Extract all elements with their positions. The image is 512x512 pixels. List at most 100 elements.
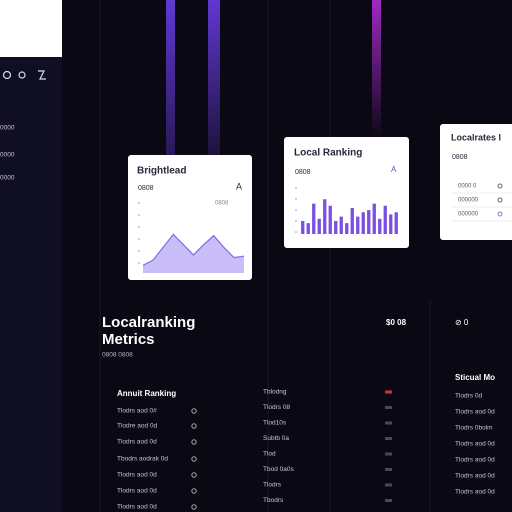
list-row[interactable]: Tlodrs aod 0d: [117, 439, 157, 446]
bar: [350, 207, 354, 234]
axis-dot: [295, 231, 297, 233]
card-badge: A: [391, 165, 397, 174]
list-row[interactable]: Tlodrs aod 0d: [455, 473, 495, 480]
row-icon: [191, 408, 197, 414]
row-icon: [497, 211, 503, 217]
row-icon: [191, 423, 197, 429]
glow-stripe: [166, 0, 175, 240]
bar: [389, 214, 393, 234]
axis-dot: [138, 202, 140, 204]
bar: [394, 212, 398, 234]
axis-dot: [138, 214, 140, 216]
metrics-amount: $0 08: [386, 318, 407, 327]
bar: [383, 205, 387, 234]
row-icon: [191, 472, 197, 478]
bar: [312, 203, 316, 234]
metrics-subtitle: 0808 0808: [102, 352, 133, 359]
sidebar-logo: [0, 0, 62, 57]
card-title: Local Ranking: [294, 148, 362, 159]
axis-dot: [295, 220, 297, 222]
axis-dot: [138, 250, 140, 252]
card-row: 0000 0: [458, 184, 477, 190]
list-row[interactable]: Tlod10s: [263, 420, 287, 427]
metrics-title: Metrics: [102, 331, 155, 348]
list-row[interactable]: Tbod 0a0s: [263, 466, 294, 473]
list-row[interactable]: Tlodrs 08: [263, 404, 290, 411]
list-row[interactable]: Tlodrs aod 0#: [117, 408, 157, 415]
list-row[interactable]: Tlodrs aod 0d: [117, 472, 157, 479]
row-icon: [191, 456, 197, 462]
area-line: [142, 233, 245, 266]
row-indicator: [385, 483, 392, 487]
axis-dot: [295, 187, 297, 189]
card-value: 0808: [452, 154, 468, 161]
card-note: 0808: [215, 201, 229, 207]
axis-dot: [138, 226, 140, 228]
row-indicator: [385, 437, 392, 440]
row-indicator: [385, 452, 392, 456]
bar: [356, 216, 360, 234]
list-row[interactable]: Tlodrs aod 0d: [455, 409, 495, 416]
card-badge: A: [236, 181, 242, 191]
list-row[interactable]: Tbodrs aodrak 0d: [117, 456, 168, 463]
bar: [372, 203, 376, 234]
bar: [361, 212, 365, 234]
list-row[interactable]: Tlodre aod 0d: [117, 423, 157, 430]
card-row: 000000: [458, 198, 479, 204]
list-row[interactable]: Tlodrs 0bolm: [455, 425, 493, 432]
row-icon: [191, 488, 197, 494]
glow-stripe: [208, 0, 220, 200]
row-icon: [191, 504, 197, 510]
bar: [367, 210, 371, 234]
sidebar-item[interactable]: 0000: [0, 152, 15, 159]
card[interactable]: [128, 155, 252, 280]
list-row[interactable]: Tlodrs aod 0d: [117, 488, 157, 495]
row-indicator: [385, 421, 392, 425]
metrics-status[interactable]: ⊘ 0: [455, 318, 469, 327]
bar: [323, 199, 327, 234]
list-row[interactable]: Tlodrs aod 0d: [455, 441, 495, 448]
row-icon: [191, 439, 197, 445]
row-indicator: [385, 499, 392, 502]
axis-dot: [295, 209, 297, 211]
list-row[interactable]: Tlod: [263, 451, 276, 458]
list-heading: Sticual Mo: [455, 373, 495, 382]
card-title: Brightlead: [137, 166, 186, 177]
list-row[interactable]: Tlodrs aod 0d: [117, 504, 157, 511]
row-icon: [497, 197, 503, 203]
list-row[interactable]: Subtb 0a: [263, 435, 289, 442]
axis-dot: [138, 238, 140, 240]
card-row: 000000: [458, 212, 479, 218]
sidebar-item[interactable]: 0000: [0, 125, 15, 132]
bar: [334, 220, 338, 234]
card-value: 0808: [295, 169, 311, 176]
list-row[interactable]: Tlodrs: [263, 482, 282, 489]
card-value: 0808: [138, 185, 154, 192]
bar: [345, 223, 349, 234]
glow-stripe: [372, 0, 381, 140]
row-indicator: [385, 468, 392, 471]
row-icon: [497, 183, 503, 189]
bar: [339, 216, 343, 234]
row-indicator: [385, 390, 392, 394]
sidebar: [0, 0, 62, 512]
list-row[interactable]: Tlodrs aod 0d: [455, 489, 495, 496]
list-heading: Annuit Ranking: [117, 389, 176, 398]
card-title: Localrates l: [451, 132, 501, 142]
list-row[interactable]: Tbodrs: [263, 497, 284, 504]
axis-dot: [138, 262, 140, 264]
bar: [306, 223, 310, 234]
list-row[interactable]: Tlodrs 0d: [455, 393, 482, 400]
area-fill: [143, 234, 244, 273]
axis-dot: [295, 198, 297, 200]
card[interactable]: [440, 124, 512, 240]
row-indicator: [385, 406, 392, 409]
list-row[interactable]: Tlodrs aod 0d: [455, 457, 495, 464]
bar: [301, 220, 305, 234]
sidebar-item[interactable]: 0000: [0, 175, 15, 182]
list-row[interactable]: Tblodng: [263, 389, 287, 396]
vertical-lines: [99, 0, 431, 512]
bar: [317, 218, 321, 234]
